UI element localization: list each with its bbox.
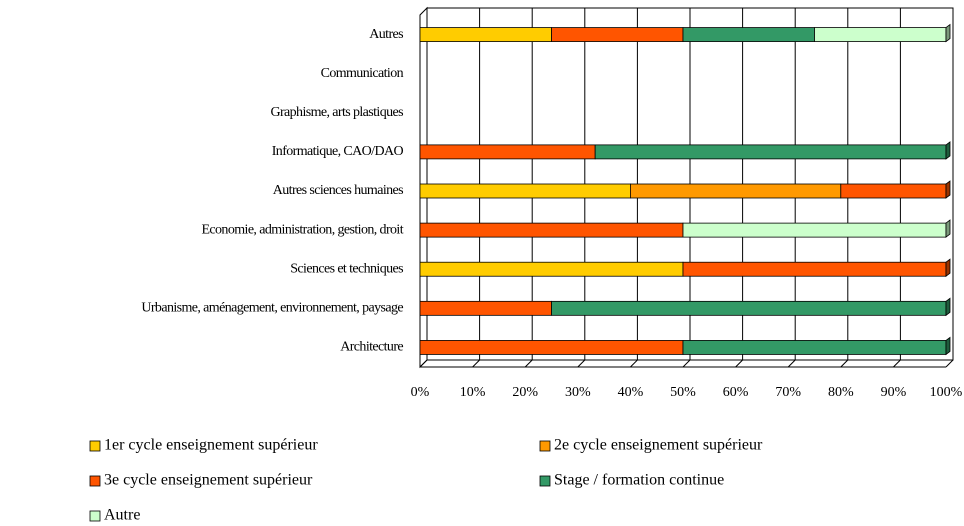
x-tick-label: 10% bbox=[460, 385, 486, 400]
y-tick-label: Sciences et techniques bbox=[290, 261, 403, 276]
bar-cap bbox=[945, 141, 951, 160]
tick-mark bbox=[419, 359, 428, 368]
legend-swatch bbox=[89, 475, 101, 487]
tick-mark bbox=[577, 359, 586, 368]
bar-cap bbox=[945, 219, 951, 238]
tick-mark bbox=[524, 359, 533, 368]
x-tick-label: 100% bbox=[930, 385, 963, 400]
bar-segment bbox=[814, 27, 947, 42]
bar-segment bbox=[419, 261, 684, 277]
bar-segment bbox=[419, 340, 684, 355]
y-tick-label: Autres bbox=[369, 27, 403, 42]
x-tick-label: 40% bbox=[618, 385, 644, 400]
tick-mark bbox=[472, 359, 480, 368]
bar-segment bbox=[840, 183, 947, 199]
x-tick-label: 0% bbox=[411, 385, 430, 400]
tick-mark bbox=[840, 359, 849, 368]
legend-swatch bbox=[89, 440, 101, 452]
tick-mark bbox=[630, 359, 638, 368]
tick-mark bbox=[787, 359, 796, 368]
bar-cap bbox=[945, 297, 951, 317]
tick-mark bbox=[735, 359, 743, 368]
x-tick-label: 70% bbox=[775, 385, 801, 400]
bar-segment bbox=[630, 183, 842, 199]
bar-segment bbox=[419, 300, 552, 316]
bar-segment bbox=[419, 27, 552, 42]
bar-segment bbox=[682, 261, 947, 277]
legend-label: 2e cycle enseignement supérieur bbox=[554, 437, 763, 454]
x-tick-label: 60% bbox=[723, 385, 749, 400]
bar-segment bbox=[419, 144, 596, 160]
bar-cap bbox=[945, 180, 951, 199]
legend-swatch bbox=[539, 475, 551, 487]
bar-cap bbox=[945, 23, 951, 43]
x-tick-label: 90% bbox=[881, 385, 907, 400]
y-tick-label: Architecture bbox=[340, 340, 403, 355]
legend-label: Autre bbox=[104, 507, 140, 524]
x-tick-label: 30% bbox=[565, 385, 591, 400]
tick-mark bbox=[682, 359, 691, 368]
legend-label: Stage / formation continue bbox=[554, 472, 724, 489]
y-tick-label: Graphisme, arts plastiques bbox=[270, 105, 403, 120]
y-tick-label: Informatique, CAO/DAO bbox=[272, 144, 404, 159]
bar-segment bbox=[551, 27, 684, 42]
y-tick-label: Autres sciences humaines bbox=[273, 183, 403, 198]
legend-label: 1er cycle enseignement supérieur bbox=[104, 437, 318, 454]
bar-segment bbox=[594, 144, 947, 160]
bar-segment bbox=[682, 222, 947, 238]
x-tick-label: 80% bbox=[828, 385, 854, 400]
tick-mark bbox=[893, 359, 901, 368]
x-tick-label: 20% bbox=[512, 385, 538, 400]
y-tick-label: Communication bbox=[321, 66, 404, 81]
tick-mark bbox=[945, 359, 954, 368]
bar-cap bbox=[945, 258, 951, 278]
legend-swatch bbox=[89, 510, 101, 522]
bar-segment bbox=[682, 340, 947, 355]
x-tick-label: 50% bbox=[670, 385, 696, 400]
bar-segment bbox=[419, 183, 631, 199]
bar-segment bbox=[419, 222, 684, 238]
bar-segment bbox=[551, 300, 947, 316]
y-tick-label: Urbanisme, aménagement, environnement, p… bbox=[141, 301, 403, 316]
legend-swatch bbox=[539, 440, 551, 452]
legend-label: 3e cycle enseignement supérieur bbox=[104, 472, 313, 489]
bar-cap bbox=[945, 336, 951, 356]
y-tick-label: Economie, administration, gestion, droit bbox=[201, 222, 403, 237]
bar-segment bbox=[682, 27, 815, 42]
